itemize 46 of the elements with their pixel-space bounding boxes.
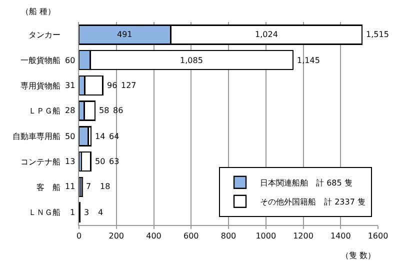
x-tick-label: 400: [146, 232, 162, 241]
data-label: 3: [84, 208, 90, 217]
x-tick-label: 1600: [368, 232, 388, 241]
legend-label: その他外国籍船 計 2337 隻: [260, 198, 366, 206]
y-tick-label: コンテナ船: [20, 157, 60, 166]
x-tick-label: 1400: [330, 232, 351, 241]
y-tick-label: タンカー: [28, 30, 60, 40]
data-label: 7: [86, 182, 92, 191]
total-label: 86: [113, 106, 124, 115]
bar: [80, 151, 92, 172]
data-label: 11: [65, 182, 76, 191]
y-tick-label: 自動車専用船: [12, 132, 60, 141]
y-tick-label: 客 船: [36, 182, 60, 192]
x-tick-label: 1000: [256, 232, 276, 241]
y-tick-label: ＬＰＧ船: [28, 106, 60, 116]
data-label: 50: [95, 157, 106, 166]
data-label: 1,085: [180, 56, 203, 65]
y-tick-label: 一般貨物船: [20, 56, 60, 65]
y-tick-label: ＬＮＧ船: [28, 208, 60, 218]
data-label: 1: [70, 208, 76, 217]
data-label: 50: [65, 132, 76, 141]
total-label: 18: [100, 182, 110, 191]
data-label: 28: [65, 106, 76, 115]
data-label: 31: [65, 81, 76, 90]
legend-label: 日本関連船舶 計 685 隻: [260, 178, 352, 188]
data-label: 13: [65, 157, 76, 166]
total-label: 1,515: [366, 30, 389, 39]
total-label: 63: [109, 157, 120, 166]
x-tick-label: 200: [108, 232, 124, 241]
data-label: 14: [95, 132, 106, 141]
x-axis-title: （隻 数）: [341, 251, 376, 260]
x-tick-label: 600: [183, 232, 199, 241]
x-tick-label: 800: [220, 232, 236, 241]
x-tick-label: 1200: [293, 232, 314, 241]
total-label: 1,145: [297, 56, 320, 65]
total-label: 4: [98, 208, 104, 217]
total-label: 127: [121, 81, 136, 90]
y-tick-label: 専用貨物船: [20, 81, 60, 90]
data-label: 60: [65, 56, 76, 65]
data-label: 491: [117, 30, 132, 39]
total-label: 64: [109, 132, 120, 141]
y-axis-title: （船 種）: [21, 7, 56, 16]
data-label: 58: [99, 106, 110, 115]
data-label: 1,024: [255, 30, 278, 39]
data-label: 96: [107, 81, 118, 90]
x-tick-label: 0: [76, 232, 82, 241]
